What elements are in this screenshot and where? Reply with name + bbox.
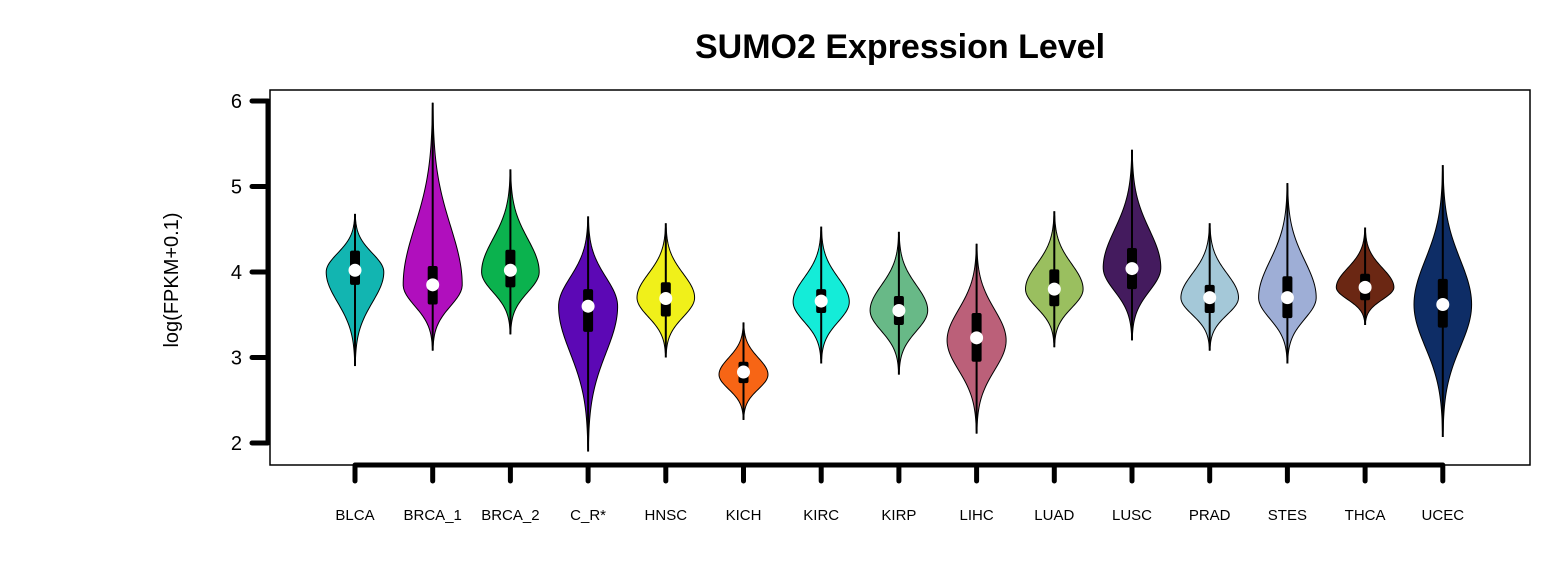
x-tick-label: LIHC — [960, 507, 994, 524]
x-tick-label: BRCA_2 — [481, 507, 539, 524]
x-tick-label: KIRP — [881, 507, 916, 524]
x-tick-label: THCA — [1345, 507, 1386, 524]
violin-thca: THCA — [1335, 227, 1395, 524]
x-tick-label: UCEC — [1422, 507, 1465, 524]
violin-median-dot — [1358, 280, 1372, 294]
y-tick-label: 6 — [231, 91, 242, 113]
violin-median-dot — [426, 278, 440, 292]
violin-lihc: LIHC — [946, 243, 1007, 524]
violin-kich: KICH — [718, 322, 769, 524]
x-tick-label: PRAD — [1189, 507, 1231, 524]
violin-median-dot — [581, 299, 595, 313]
y-tick-label: 2 — [231, 433, 242, 455]
y-tick-label: 3 — [231, 348, 242, 370]
violin-median-dot — [970, 331, 984, 345]
x-tick-label: KICH — [726, 507, 762, 524]
violin-stes: STES — [1258, 183, 1317, 524]
violin-kirc: KIRC — [792, 226, 850, 524]
violin-brca-2: BRCA_2 — [481, 169, 540, 524]
violin-median-dot — [737, 365, 750, 379]
violin-c-r-: C_R* — [558, 216, 619, 524]
x-tick-label: LUSC — [1112, 507, 1152, 524]
violin-median-dot — [348, 263, 362, 277]
violin-median-dot — [503, 263, 517, 277]
violin-brca-1: BRCA_1 — [402, 102, 463, 524]
x-tick-label: HNSC — [645, 507, 688, 524]
chart-title: SUMO2 Expression Level — [695, 28, 1105, 66]
violin-hnsc: HNSC — [636, 223, 696, 524]
violin-median-dot — [814, 294, 828, 308]
y-axis-label: log(FPKM+0.1) — [161, 212, 183, 347]
x-tick-label: LUAD — [1034, 507, 1074, 524]
violin-median-dot — [1047, 282, 1061, 296]
violin-median-dot — [659, 292, 673, 306]
violin-luad: LUAD — [1025, 211, 1084, 524]
x-tick-label: BRCA_1 — [404, 507, 462, 524]
y-axis: 2 3 4 5 6 — [231, 91, 271, 455]
violin-median-dot — [1436, 297, 1450, 311]
violins-group: BLCA BRCA_1 BRCA_2 C_R* HNSC KICH KIRC KIRP LIHC… — [325, 102, 1473, 524]
y-tick-label: 5 — [231, 177, 242, 199]
x-tick-label: KIRC — [803, 507, 839, 524]
violin-prad: PRAD — [1180, 223, 1239, 524]
violin-median-dot — [1280, 291, 1294, 305]
violin-ucec: UCEC — [1413, 165, 1473, 524]
violin-blca: BLCA — [325, 213, 385, 524]
violin-median-dot — [1125, 262, 1139, 276]
violin-kirp: KIRP — [869, 231, 929, 524]
violin-lusc: LUSC — [1102, 149, 1162, 524]
x-tick-label: STES — [1268, 507, 1307, 524]
x-tick-label: C_R* — [570, 507, 606, 524]
y-tick-label: 4 — [231, 262, 242, 284]
violin-median-dot — [892, 303, 906, 317]
violin-median-dot — [1203, 291, 1217, 305]
x-tick-label: BLCA — [335, 507, 374, 524]
